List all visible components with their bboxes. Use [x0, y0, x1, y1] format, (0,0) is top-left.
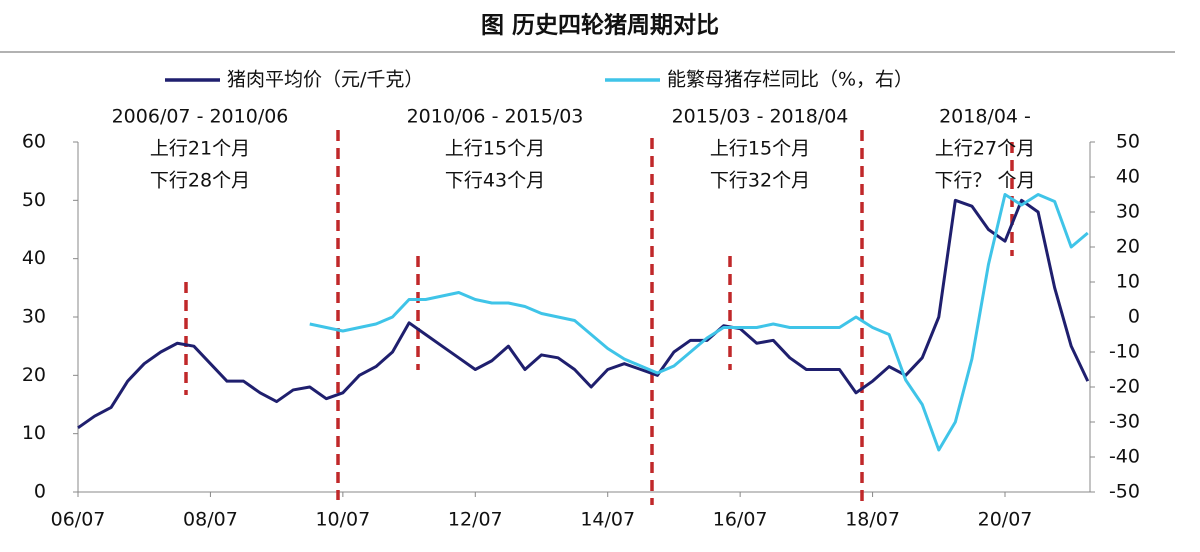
y-tick-label: 10	[22, 422, 46, 444]
y2-tick-label: 20	[1116, 236, 1140, 258]
annotation: 下行28个月	[150, 170, 250, 192]
x-tick-label: 14/07	[580, 509, 635, 531]
annotation: 上行27个月	[935, 138, 1035, 160]
y2-tick-label: 10	[1116, 271, 1140, 293]
cycle-markers	[184, 130, 1014, 505]
y2-tick-label: -50	[1109, 481, 1140, 503]
x-tick-label: 12/07	[448, 509, 503, 531]
annotation: 下行？ 个月	[934, 170, 1035, 192]
y-tick-label: 30	[22, 306, 46, 328]
y2-tick-label: -30	[1109, 411, 1140, 433]
series-line	[77, 198, 1090, 430]
y-tick-label: 60	[22, 131, 46, 153]
y2-tick-label: 40	[1116, 166, 1140, 188]
legend-label: 能繁母猪存栏同比（%，右）	[667, 69, 913, 91]
y-tick-label: 0	[34, 481, 46, 503]
annotation: 2015/03 - 2018/04	[672, 106, 849, 128]
annotation: 2010/06 - 2015/03	[407, 106, 584, 128]
y2-tick-label: -10	[1109, 341, 1140, 363]
annotation: 上行15个月	[445, 138, 545, 160]
annotation: 上行21个月	[150, 138, 250, 160]
annotation: 2018/04 -	[939, 106, 1031, 128]
legend-label: 猪肉平均价（元/千克）	[227, 69, 423, 91]
chart-title: 图 历史四轮猪周期对比	[481, 12, 719, 39]
annotation: 上行15个月	[710, 138, 810, 160]
y2-tick-label: 0	[1128, 306, 1140, 328]
x-tick-label: 20/07	[978, 509, 1033, 531]
y2-tick-label: -40	[1109, 446, 1140, 468]
x-tick-label: 06/07	[51, 509, 106, 531]
x-tick-label: 08/07	[183, 509, 238, 531]
annotation: 下行43个月	[445, 170, 545, 192]
y-tick-label: 20	[22, 364, 46, 386]
y-tick-label: 50	[22, 189, 46, 211]
annotation: 下行32个月	[710, 170, 810, 192]
series-line	[309, 193, 1089, 452]
x-tick-label: 18/07	[845, 509, 900, 531]
annotation: 2006/07 - 2010/06	[112, 106, 289, 128]
y2-tick-label: -20	[1109, 376, 1140, 398]
x-tick-label: 16/07	[713, 509, 768, 531]
y2-tick-label: 30	[1116, 201, 1140, 223]
y2-tick-label: 50	[1116, 131, 1140, 153]
y-tick-label: 40	[22, 247, 46, 269]
x-tick-label: 10/07	[315, 509, 370, 531]
